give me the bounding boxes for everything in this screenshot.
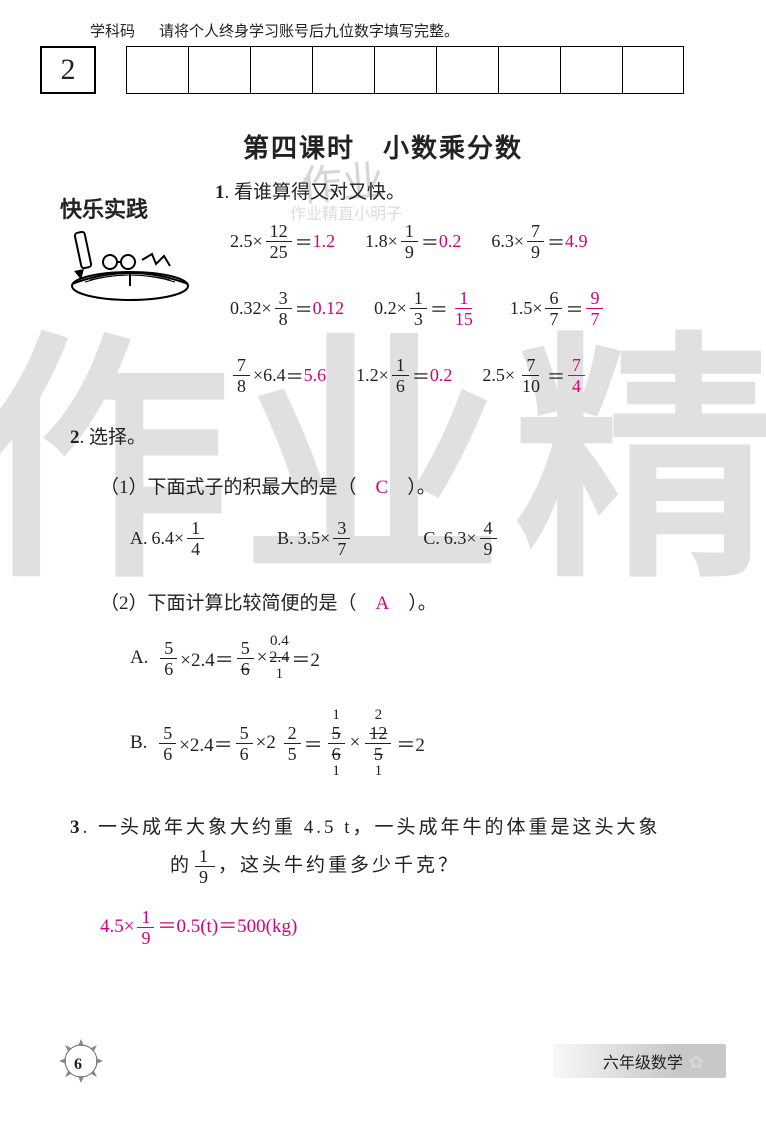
subject-code-box: 2	[40, 46, 96, 94]
title-part2: 小数乘分数	[383, 134, 523, 163]
q2-text: . 选择。	[80, 427, 147, 448]
q3-text1: . 一头成年大象大约重 4.5 t，一头成年牛的体重是这头大象	[83, 817, 661, 838]
sticker-label: 快乐实践	[60, 192, 210, 224]
q2-opts1: A. 6.4×14 B. 3.5×37 C. 6.3×49	[130, 519, 726, 558]
digit-box[interactable]	[126, 46, 188, 94]
answer: 0.2	[439, 231, 462, 252]
subject-code-label: 学科码	[90, 24, 135, 40]
page-number: 6	[74, 1056, 82, 1074]
q3-number: 3	[70, 817, 83, 838]
answer: 0.12	[313, 298, 345, 319]
expr: 2.5×710＝74	[482, 356, 588, 395]
q2-prompt: 2. 选择。	[70, 423, 726, 453]
expr: 1.2×16＝0.2	[356, 356, 452, 395]
q3-prompt: 3. 一头成年大象大约重 4.5 t，一头成年牛的体重是这头大象 的19，这头牛…	[70, 809, 726, 886]
q2-number: 2	[70, 427, 80, 448]
q3-solution: 4.5×19＝0.5(t)＝500(kg)	[100, 908, 726, 947]
digit-box[interactable]	[250, 46, 312, 94]
calc-row: 0.32×38＝0.12 0.2×13＝115 1.5×67＝97	[230, 289, 726, 328]
expr: 6.3×79＝4.9	[491, 222, 587, 261]
account-number-boxes[interactable]	[126, 46, 684, 94]
option-c: C. 6.3×49	[423, 519, 499, 558]
digit-box[interactable]	[498, 46, 560, 94]
footer-grade-label: 六年级数学✿	[553, 1044, 726, 1078]
expr: 0.32×38＝0.12	[230, 289, 344, 328]
input-boxes-row: 2	[40, 46, 684, 94]
sub-after: ）。	[407, 477, 436, 498]
answer: 74	[568, 356, 585, 395]
answer: 1.2	[313, 231, 336, 252]
q1-text: . 看谁算得又对又快。	[225, 182, 406, 203]
answer: 5.6	[304, 365, 327, 386]
answer: 4.9	[565, 231, 588, 252]
answer: 115	[451, 289, 477, 328]
expr: 1.8×19＝0.2	[365, 222, 461, 261]
expr: 78×6.4＝5.6	[230, 356, 326, 395]
q2-sub2: （2）下面计算比较简便的是（ A ）。	[100, 588, 726, 615]
footer-dot-icon: ✿	[689, 1052, 704, 1072]
q1-prompt: 1. 看谁算得又对又快。	[215, 178, 726, 208]
digit-box[interactable]	[188, 46, 250, 94]
sub-text: 下面式子的积最大的是（	[148, 477, 357, 498]
digit-box[interactable]	[374, 46, 436, 94]
answer-choice: A	[376, 593, 390, 614]
answer-choice: C	[376, 477, 389, 498]
sub-text: 下面计算比较简便的是（	[148, 593, 357, 614]
option-b-work: B. 56 ×2.4＝ 56 ×2 25 ＝ 1561 × 21251 ＝2	[130, 724, 726, 763]
q3-text2-pre: 的	[170, 855, 192, 876]
q3-text2-post: ，这头牛约重多少千克？	[218, 855, 460, 876]
q1-calc-grid: 2.5×1225＝1.2 1.8×19＝0.2 6.3×79＝4.9 0.32×…	[230, 222, 726, 395]
expr: 1.5×67＝97	[510, 289, 607, 328]
sticker: 快乐实践	[60, 192, 210, 309]
q1-number: 1	[215, 182, 225, 203]
digit-box[interactable]	[622, 46, 684, 94]
sub-label: （1）	[100, 477, 148, 498]
account-instruction: 请将个人终身学习账号后九位数字填写完整。	[159, 24, 459, 40]
book-pencil-icon	[60, 224, 200, 304]
calc-row: 78×6.4＝5.6 1.2×16＝0.2 2.5×710＝74	[230, 356, 726, 395]
option-a-work: A. 56 ×2.4＝ 56 × 0.42.41 ＝2	[130, 639, 726, 678]
sub-after: ）。	[408, 593, 437, 614]
answer: 97	[586, 289, 603, 328]
digit-box[interactable]	[436, 46, 498, 94]
digit-box[interactable]	[560, 46, 622, 94]
option-b: B. 3.5×37	[277, 519, 353, 558]
option-a: A. 6.4×14	[130, 519, 207, 558]
expr: 0.2×13＝115	[374, 289, 480, 328]
title-part1: 第四课时	[243, 134, 355, 163]
sub-label: （2）	[100, 593, 148, 614]
calc-row: 2.5×1225＝1.2 1.8×19＝0.2 6.3×79＝4.9	[230, 222, 726, 261]
q2-work: A. 56 ×2.4＝ 56 × 0.42.41 ＝2 B. 56 ×2.4＝ …	[130, 639, 726, 763]
expr: 2.5×1225＝1.2	[230, 222, 335, 261]
digit-box[interactable]	[312, 46, 374, 94]
answer: 0.2	[430, 365, 453, 386]
q2-sub1: （1）下面式子的积最大的是（ C ）。	[100, 472, 726, 499]
page-title: 第四课时小数乘分数	[0, 128, 766, 165]
